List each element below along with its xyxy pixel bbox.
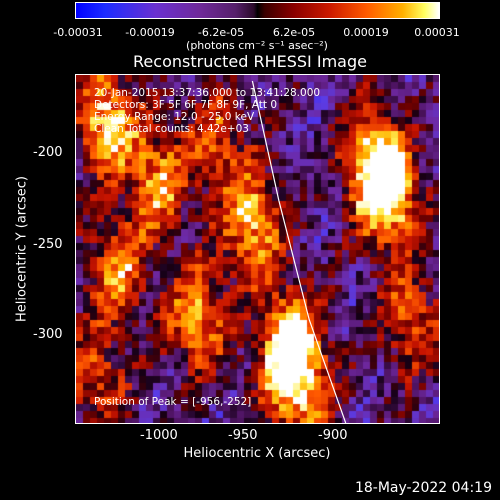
peak-position-label: Position of Peak = [-956,-252] [94,396,252,408]
info-energy-range: Energy Range: 12.0 - 25.0 keV [94,111,255,123]
info-total-counts: Clean Total counts: 4.42e+03 [94,123,249,135]
colorbar-tick-label: -0.00019 [125,26,175,39]
y-tick-label: -300 [33,327,63,342]
heatmap-image [76,75,439,423]
plot-overlay [251,80,347,423]
colorbar-tick-label: 6.2e-05 [272,26,316,39]
colorbar-tick-label: 0.00019 [343,26,389,39]
x-tick-label: -1000 [140,428,178,443]
footer-date: 18-May-2022 04:19 [354,480,492,496]
colorbar-tick-label: -0.00031 [53,26,103,39]
info-time-range: 20-Jan-2015 13:37:36.000 to 13:41:28.000 [94,87,321,99]
colorbar-tick-label: -6.2e-05 [197,26,245,39]
x-tick-label: -900 [318,428,348,443]
colorbar-unit-label: (photons cm⁻² s⁻¹ asec⁻²) [186,39,328,52]
y-tick-label: -200 [33,145,63,160]
x-tick-label: -950 [228,428,258,443]
colorbar [75,2,440,19]
solar-limb-line [251,80,347,423]
y-axis-label: Heliocentric Y (arcsec) [14,176,30,322]
colorbar-tick-label: 0.00031 [414,26,460,39]
plot-area: 20-Jan-2015 13:37:36.000 to 13:41:28.000… [75,74,440,424]
chart-title: Reconstructed RHESSI Image [133,52,367,71]
x-axis-label: Heliocentric X (arcsec) [183,446,331,461]
colorbar-group: -0.00031 -0.00019 -6.2e-05 6.2e-05 0.000… [0,0,500,56]
info-detectors: Detectors: 3F 5F 6F 7F 8F 9F, Att 0 [94,99,278,111]
y-tick-label: -250 [33,237,63,252]
